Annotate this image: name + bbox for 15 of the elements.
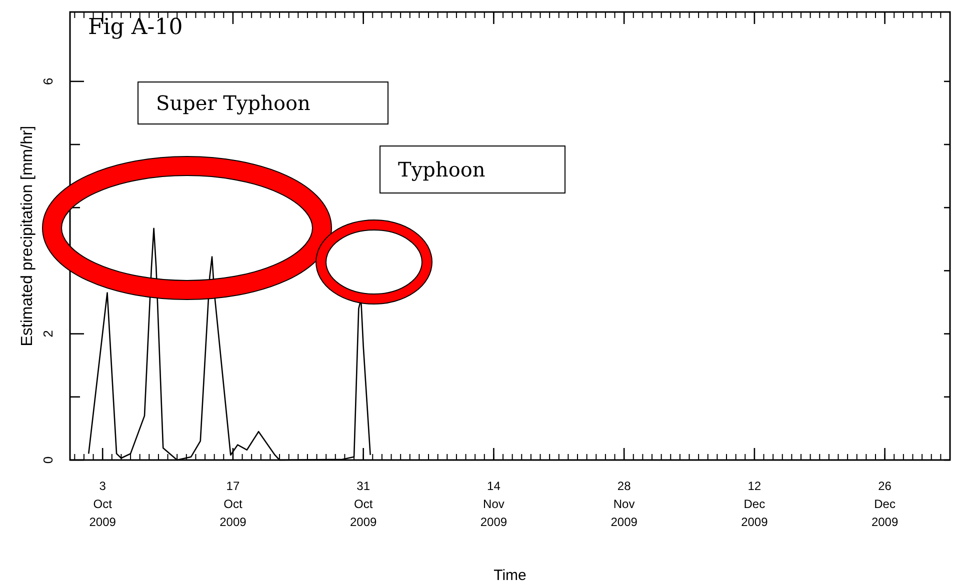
x-tick-label: 28 Nov 2009 <box>610 479 638 529</box>
x-tick-label: 3 Oct 2009 <box>89 479 116 529</box>
x-axis-title: Time <box>494 567 526 584</box>
annotation: Super Typhoon <box>156 91 311 115</box>
x-tick-label: 26 Dec 2009 <box>871 479 898 529</box>
x-tick-label: 12 Dec 2009 <box>741 479 768 529</box>
x-tick-label: 14 Nov 2009 <box>480 479 508 529</box>
annotation: Typhoon <box>398 158 486 182</box>
chart-title: Fig A-10 <box>88 15 183 40</box>
y-tick-label: 0 <box>40 456 56 464</box>
y-tick-label: 6 <box>40 78 56 86</box>
x-tick-label: 17 Oct 2009 <box>220 479 247 529</box>
y-axis-title: Estimated precipitation [mm/hr] <box>19 126 36 346</box>
x-tick-label: 31 Oct 2009 <box>350 479 378 529</box>
y-tick-label: 2 <box>40 330 56 338</box>
